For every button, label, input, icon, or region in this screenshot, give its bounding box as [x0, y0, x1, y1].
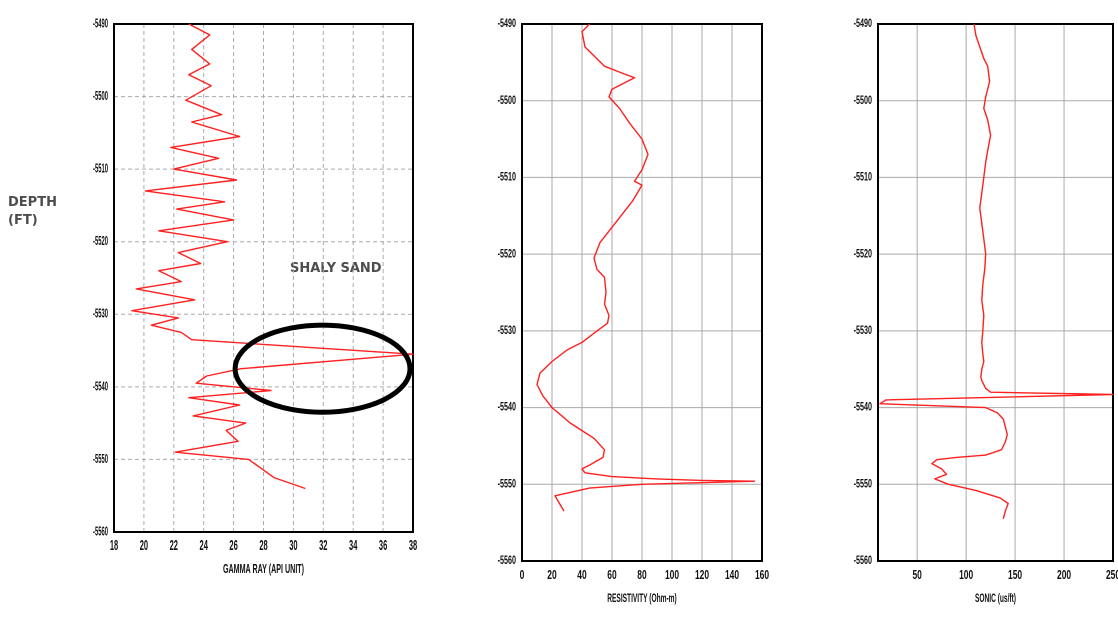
x-tick-label: 40 [577, 568, 586, 582]
plot-frame [113, 23, 414, 533]
y-tick-label: -5500 [93, 90, 108, 104]
x-tick-label: 200 [1057, 568, 1071, 582]
log-curve [131, 23, 414, 490]
x-tick-label: 250 [1106, 568, 1118, 582]
log-curve [536, 23, 756, 512]
x-tick-label: 24 [200, 536, 209, 554]
y-tick-label: -5510 [498, 171, 517, 184]
y-tick-label: -5500 [498, 94, 517, 107]
shaly-sand-label: SHALY SAND [290, 261, 382, 276]
y-tick-label: -5540 [854, 401, 873, 414]
x-tick-label: 150 [1008, 568, 1022, 582]
sonic-panel: -5490 -5500 -5510 -5520 -5530 -5540 -5550 -5560… [854, 17, 1118, 605]
x-axis-title: SONIC (us/ft) [975, 592, 1016, 606]
depth-label-line1: DEPTH [8, 195, 57, 210]
x-tick-label: 38 [409, 536, 418, 554]
x-tick-label: 36 [379, 536, 388, 554]
x-tick-label: 120 [695, 568, 709, 582]
x-tick-label: 18 [110, 536, 119, 554]
y-tick-label: -5510 [854, 171, 873, 184]
y-tick-label: -5530 [498, 324, 517, 337]
y-tick-label: -5560 [854, 554, 873, 567]
x-tick-label: 0 [520, 568, 525, 582]
y-tick-label: -5490 [93, 17, 108, 31]
x-tick-label: 60 [607, 568, 616, 582]
log-curve [879, 23, 1114, 519]
x-tick-label: 34 [349, 536, 358, 554]
x-tick-label: 140 [725, 568, 739, 582]
x-tick-label: 100 [959, 568, 973, 582]
x-tick-label: 100 [665, 568, 679, 582]
y-tick-label: -5510 [93, 162, 108, 176]
x-tick-label: 20 [140, 536, 149, 554]
x-tick-label: 80 [637, 568, 646, 582]
depth-axis-label: DEPTH (FT) [8, 194, 57, 230]
plot-frame [521, 23, 763, 562]
y-tick-label: -5560 [93, 525, 108, 539]
y-tick-label: -5490 [498, 17, 517, 30]
y-tick-label: -5530 [93, 307, 108, 321]
y-tick-label: -5520 [854, 248, 873, 261]
x-tick-label: 28 [259, 536, 268, 554]
x-tick-label: 160 [755, 568, 769, 582]
x-tick-label: 20 [547, 568, 556, 582]
x-axis-title: GAMMA RAY (API UNIT) [223, 563, 304, 577]
y-tick-label: -5560 [498, 554, 517, 567]
x-tick-label: 50 [912, 568, 921, 582]
x-tick-label: 22 [170, 536, 179, 554]
y-tick-label: -5540 [498, 401, 517, 414]
y-tick-label: -5500 [854, 94, 873, 107]
shaly-sand-ellipse [232, 322, 413, 415]
y-tick-label: -5550 [93, 453, 108, 467]
gamma-ray-panel: -5490 -5500 -5510 -5520 -5530 -5540 -5550 -5560… [93, 17, 417, 577]
y-tick-label: -5540 [93, 380, 108, 394]
x-tick-label: 32 [319, 536, 328, 554]
x-tick-label: 26 [229, 536, 238, 554]
x-axis-title: RESISTIVITY (Ohm-m) [607, 592, 676, 606]
y-tick-label: -5550 [498, 478, 517, 491]
y-tick-label: -5490 [854, 17, 873, 30]
x-tick-label: 30 [289, 536, 298, 554]
resistivity-panel: -5490 -5500 -5510 -5520 -5530 -5540 -5550 -5560… [498, 17, 769, 605]
y-tick-label: -5550 [854, 478, 873, 491]
depth-label-line2: (FT) [8, 213, 38, 228]
y-tick-label: -5520 [93, 235, 108, 249]
y-tick-label: -5520 [498, 248, 517, 261]
y-tick-label: -5530 [854, 324, 873, 337]
plot-frame [877, 23, 1114, 562]
